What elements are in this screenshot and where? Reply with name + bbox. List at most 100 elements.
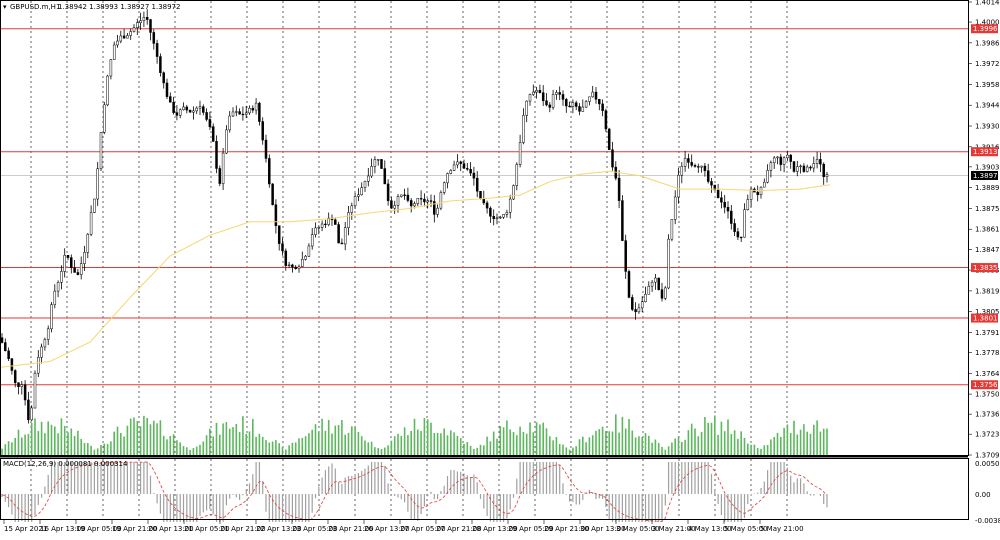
candle-body	[485, 202, 489, 209]
x-tick-label: 29 Apr 21:00	[544, 525, 590, 533]
candle-body	[103, 104, 106, 133]
candle-body	[284, 250, 288, 266]
volume-bar	[93, 449, 96, 455]
volume-bar	[608, 431, 610, 455]
candle-body	[188, 109, 192, 113]
candle-body	[489, 207, 492, 217]
candle-body	[357, 194, 360, 197]
volume-bar	[139, 426, 142, 455]
volume-bar	[697, 436, 700, 455]
volume-bar	[73, 435, 76, 455]
candle-body	[112, 44, 116, 60]
candle-body	[654, 277, 657, 283]
y-tick-label: 1.37780	[975, 349, 1000, 357]
volume-bar	[651, 442, 653, 455]
y-tick-label: 1.38890	[975, 184, 1000, 192]
volume-bar	[126, 425, 129, 455]
candle-body	[558, 92, 561, 95]
candle-body	[106, 75, 109, 106]
volume-bar	[238, 432, 241, 455]
candle-body	[403, 194, 406, 196]
candle-body	[472, 172, 476, 179]
volume-bar	[156, 423, 158, 455]
candle-body	[601, 103, 604, 111]
volume-bar	[57, 433, 59, 455]
volume-bar	[813, 424, 815, 455]
volume-bar	[281, 447, 284, 455]
volume-bar	[357, 432, 360, 455]
x-tick-label: 19 Apr 21:00	[112, 525, 158, 533]
volume-bar	[60, 418, 63, 455]
volume-bar	[562, 444, 564, 455]
volume-bar	[166, 439, 168, 455]
candle-body	[528, 94, 532, 102]
candle-body	[109, 59, 113, 77]
candle-body	[766, 170, 769, 183]
volume-bar	[413, 418, 416, 455]
volume-bar	[440, 433, 442, 455]
volume-bar	[110, 441, 112, 455]
candle-body	[746, 199, 750, 210]
volume-bar	[489, 441, 492, 455]
candle-body	[271, 183, 274, 206]
candle-body	[739, 236, 743, 239]
volume-bar	[209, 428, 211, 455]
x-tick-label: 16 Apr 13:00	[40, 525, 86, 533]
candle-body	[508, 198, 512, 213]
candle-body	[89, 212, 93, 235]
symbol-arrow-icon[interactable]: ▾	[3, 3, 7, 11]
x-tick-label: 29 Apr 05:00	[508, 525, 554, 533]
candle-body	[479, 190, 482, 200]
x-tick-label: 22 Apr 13:00	[256, 525, 302, 533]
candle-body	[27, 399, 30, 421]
volume-bar	[195, 446, 198, 455]
volume-bar	[80, 439, 82, 455]
candle-body	[99, 132, 103, 169]
candle-body	[360, 187, 363, 196]
volume-bar	[618, 432, 620, 455]
x-tick-label: 23 Apr 05:00	[292, 525, 338, 533]
volume-bar	[509, 429, 511, 455]
volume-bar	[473, 448, 475, 455]
candle-body	[792, 161, 796, 172]
volume-bar	[285, 449, 287, 455]
level-price-tag: 1.38012	[971, 313, 1000, 323]
volume-bar	[344, 434, 346, 455]
candle-body	[185, 106, 189, 111]
candle-body	[93, 198, 96, 213]
volume-bar	[423, 418, 426, 455]
volume-bar	[700, 431, 703, 455]
volume-bar	[535, 422, 538, 455]
candle-body	[43, 339, 47, 348]
volume-bar	[816, 420, 818, 455]
y-tick-label: 1.39585	[975, 81, 1000, 89]
level-price-tag: 1.37563	[971, 380, 1000, 390]
volume-bar	[354, 426, 356, 455]
candle-body	[581, 106, 585, 112]
candle-body	[789, 154, 792, 162]
candle-body	[809, 166, 812, 169]
candle-body	[466, 168, 469, 170]
candle-body	[241, 113, 245, 116]
candle-body	[710, 181, 713, 186]
candle-body	[287, 264, 291, 266]
candle-body	[409, 200, 413, 207]
volume-bar	[341, 420, 343, 455]
volume-bar	[83, 443, 86, 455]
volume-bar	[760, 448, 762, 455]
volume-bar	[654, 439, 657, 455]
candle-body	[33, 372, 37, 409]
x-tick-label: 26 Apr 13:00	[364, 525, 410, 533]
volume-bar	[87, 443, 89, 455]
volume-bar	[248, 431, 251, 455]
candle-body	[720, 197, 723, 203]
candle-body	[482, 198, 486, 204]
candle-body	[324, 223, 327, 226]
candle-body	[83, 252, 86, 264]
level-price-label: 1.39960	[973, 25, 1000, 33]
x-tick-label: 20 Apr 13:00	[148, 525, 194, 533]
candle-body	[796, 166, 799, 172]
candle-body	[535, 90, 538, 93]
